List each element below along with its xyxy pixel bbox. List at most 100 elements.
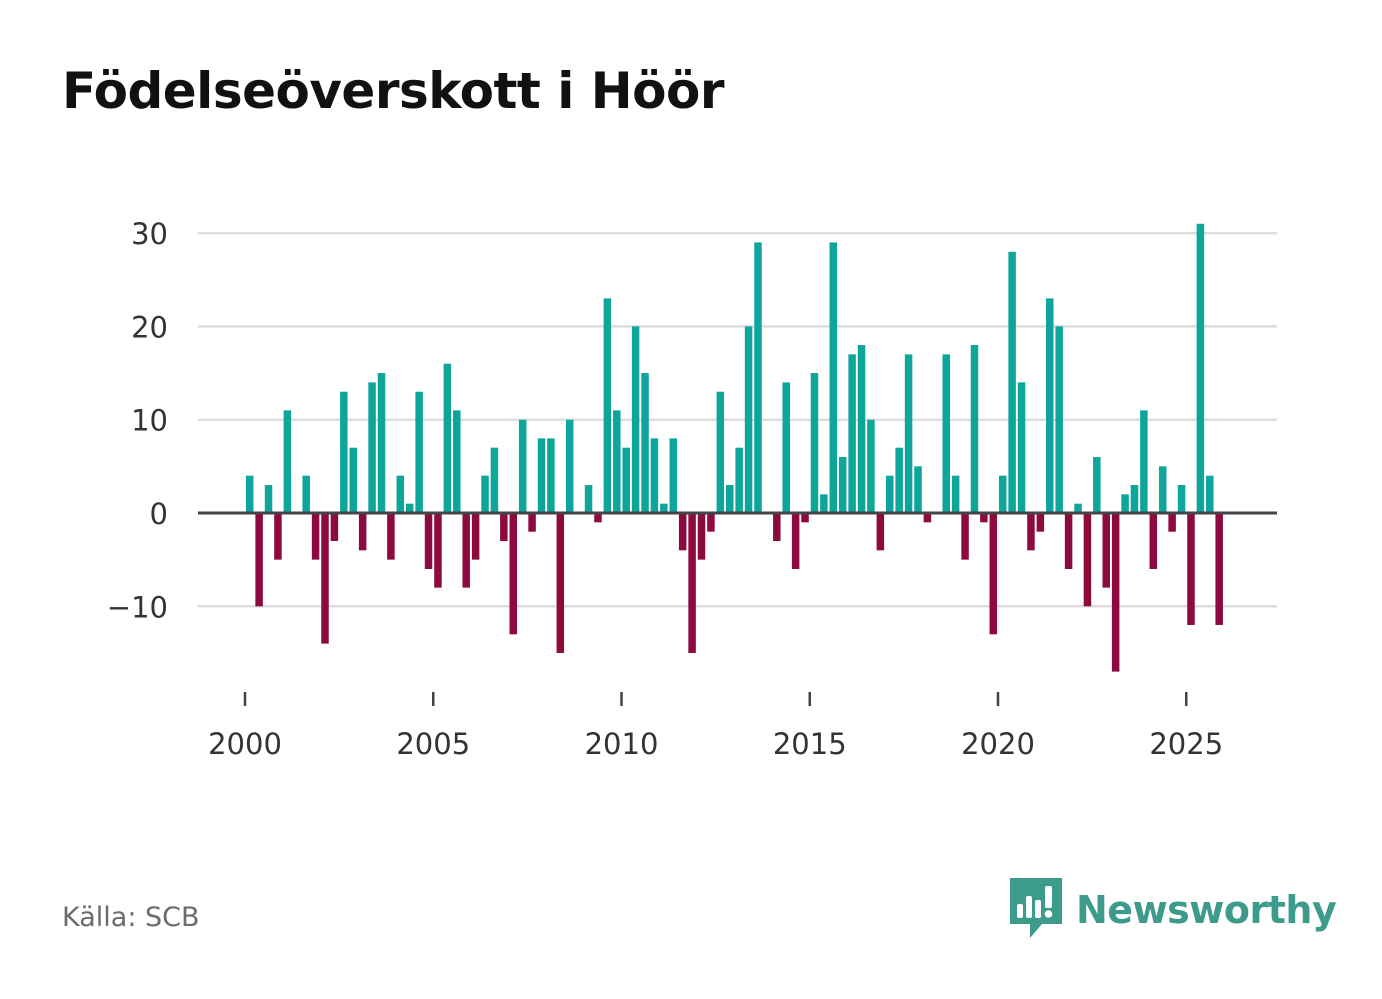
bar-positive [631,326,640,513]
bars [245,223,1223,672]
bar-positive [396,475,405,513]
bar-positive [547,438,555,513]
x-tick-label: 2000 [208,727,282,761]
bar-negative [311,513,320,560]
bar-negative [989,513,998,635]
y-tick-label: 30 [131,217,168,251]
bar-negative [1111,513,1120,672]
bar-negative [471,513,480,560]
bar-positive [820,494,828,513]
bar-positive [895,447,903,513]
bar-positive [660,503,668,513]
bar-positive [725,485,734,513]
x-tick-label: 2020 [961,727,1035,761]
bar-negative [707,513,715,532]
bar-negative [556,513,565,653]
bar-negative [961,513,969,560]
bar-positive [1158,466,1167,513]
bar-positive [283,410,292,513]
bar-positive [622,447,630,513]
bar-negative [1149,513,1158,569]
bar-negative [424,513,433,569]
bar-positive [415,391,423,513]
bar-positive [1008,251,1016,513]
bar-negative [1168,513,1176,532]
bar-positive [1017,382,1026,513]
bar-positive [669,438,678,513]
brand-name: Newsworthy [1076,888,1337,932]
bar-positive [377,373,386,513]
bar-positive [1046,298,1054,513]
bar-negative [274,513,282,560]
bar-positive [603,298,612,513]
bar-positive [1130,485,1139,513]
bar-negative [462,513,470,588]
bar-negative [688,513,696,653]
bar-negative [528,513,536,532]
bar-positive [1055,326,1063,513]
bar-negative [678,513,687,551]
bar-negative [500,513,508,541]
y-tick-label: 20 [131,310,168,344]
bar-positive [641,373,649,513]
x-axis: 2000 2005 2010 2015 2020 2025 [208,692,1223,761]
bar-positive [537,438,546,513]
brand-logo[interactable]: Newsworthy [1010,878,1337,942]
bar-positive [886,475,894,513]
bar-positive [453,410,461,513]
bar-positive [951,475,960,513]
bar-negative [1083,513,1092,607]
bar-positive [405,503,414,513]
bar-positive [490,447,499,513]
bar-negative [594,513,602,523]
bar-positive [904,354,913,513]
x-tick-label: 2010 [585,727,659,761]
bar-negative [509,513,518,635]
bar-positive [264,485,273,513]
chart-title: Födelseöverskott i Höör [62,62,725,120]
x-tick-label: 2005 [396,727,470,761]
bar-positive [368,382,376,513]
bar-negative [773,513,781,541]
bar-positive [970,345,979,513]
bar-negative [387,513,395,560]
bar-positive [716,391,725,513]
bar-negative [434,513,442,588]
bar-positive [735,447,743,513]
bar-positive [998,475,1007,513]
bar-positive [650,438,659,513]
bar-positive [340,391,348,513]
bar-negative [697,513,706,560]
bar-positive [613,410,621,513]
bar-negative [1187,513,1195,625]
bar-positive [518,419,527,513]
x-tick-label: 2015 [773,727,847,761]
bar-positive [565,419,574,513]
bar-negative [330,513,339,541]
bar-positive [1121,494,1129,513]
bar-positive [857,345,866,513]
bar-negative [358,513,367,551]
x-tick-label: 2025 [1149,727,1223,761]
bar-negative [1064,513,1073,569]
bar-positive [349,447,357,513]
bar-negative [801,513,809,523]
bar-positive [942,354,950,513]
bar-negative [1036,513,1045,532]
bar-positive [1074,503,1082,513]
bar-positive [810,373,819,513]
y-tick-label: 10 [131,404,168,438]
y-tick-label: −10 [107,590,168,624]
y-axis: 30 20 10 0 −10 [107,217,168,624]
source-label: Källa: SCB [62,902,200,933]
bar-negative [321,513,329,644]
bar-positive [584,485,593,513]
bar-positive [245,475,254,513]
bar-positive [1206,475,1214,513]
bar-positive [443,363,452,513]
bar-negative [1215,513,1223,625]
bar-negative [876,513,885,551]
bar-positive [1177,485,1186,513]
bar-positive [914,466,922,513]
